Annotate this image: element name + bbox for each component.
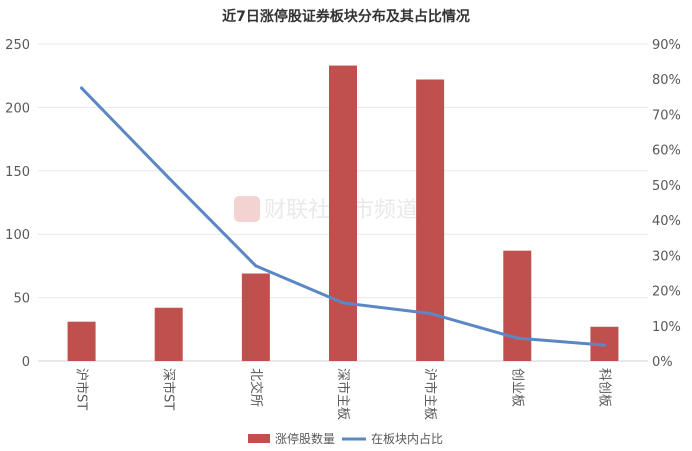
x-category-label: 科创板 — [596, 368, 611, 407]
line-point — [167, 176, 171, 180]
bar — [329, 65, 357, 361]
x-category-label: 创业板 — [509, 368, 524, 407]
x-category-label: 沪市ST — [74, 368, 90, 410]
x-category-label: 北交所 — [248, 368, 264, 407]
bar — [503, 250, 532, 361]
bar — [154, 307, 183, 361]
line-series — [80, 86, 606, 347]
y-right-tick-label: 80% — [652, 73, 681, 88]
bar — [416, 79, 445, 361]
y-left-tick-label: 0 — [22, 355, 30, 370]
y-right-tick-label: 60% — [652, 144, 681, 159]
y-axis-right: 0% 10% 20% 30% 40% 50% 60% 70% 80% 90% — [652, 38, 681, 370]
chart-title: 近7日涨停股证券板块分布及其占比情况 — [222, 9, 470, 25]
x-axis-categories: 沪市ST 深市ST 北交所 深市主板 沪市主板 创业板 科创板 — [74, 368, 612, 420]
legend-bar-swatch — [248, 434, 270, 443]
y-right-tick-label: 50% — [652, 179, 681, 194]
line-point — [602, 343, 606, 347]
legend: 涨停股数量 在板块内占比 — [248, 431, 443, 446]
y-right-tick-label: 10% — [652, 320, 681, 335]
y-axis-left: 0 50 100 150 200 250 — [5, 38, 30, 370]
y-left-tick-label: 200 — [5, 101, 30, 116]
y-right-tick-label: 0% — [652, 355, 673, 370]
y-left-tick-label: 150 — [5, 165, 30, 180]
bar — [67, 321, 96, 361]
x-category-label: 深市主板 — [335, 368, 351, 420]
legend-line-label: 在板块内占比 — [371, 431, 443, 446]
watermark: 财联社股市频道 — [234, 196, 418, 223]
line-point — [254, 264, 258, 268]
line-point — [80, 86, 84, 90]
y-left-tick-label: 50 — [13, 292, 30, 307]
y-right-tick-label: 30% — [652, 249, 681, 264]
watermark-logo — [234, 196, 260, 222]
x-category-label: 沪市主板 — [422, 368, 438, 420]
y-right-tick-label: 20% — [652, 285, 681, 300]
y-right-tick-label: 70% — [652, 108, 681, 123]
bar-series — [67, 65, 619, 361]
line-point — [515, 336, 519, 340]
y-left-tick-label: 250 — [5, 38, 30, 53]
bar — [241, 273, 270, 361]
line-point — [428, 311, 432, 315]
y-right-tick-label: 90% — [652, 38, 681, 53]
y-left-tick-label: 100 — [5, 228, 30, 243]
line-point — [341, 301, 345, 305]
x-category-label: 深市ST — [161, 368, 177, 410]
legend-bar-label: 涨停股数量 — [275, 431, 335, 446]
y-right-tick-label: 40% — [652, 214, 681, 229]
